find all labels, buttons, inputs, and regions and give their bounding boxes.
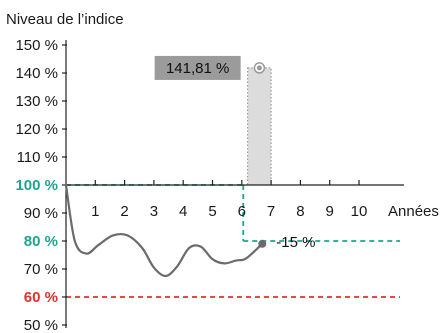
series-end-point-0 [258, 239, 267, 248]
y-tick-label-70: 70 % [24, 261, 58, 278]
y-tick-label-100: 100 % [15, 177, 58, 194]
peak-value-label: 141,81 % [166, 60, 229, 77]
series-line-0 [64, 183, 264, 278]
y-tick-label-90: 90 % [24, 205, 58, 222]
x-tick-label-2: 2 [120, 203, 128, 220]
x-tick-label-1: 1 [91, 203, 99, 220]
y-tick-label-80: 80 % [24, 233, 58, 250]
x-axis-title: Années [388, 203, 439, 220]
y-tick-label-110: 110 % [17, 149, 58, 166]
annotations: 141,81 % -15 % [154, 55, 315, 251]
x-tick-label-4: 4 [179, 203, 187, 220]
highlight-bar [247, 67, 272, 186]
x-ticks: 1 2 3 4 5 6 7 8 9 10 Années [91, 180, 439, 220]
axes [65, 40, 404, 328]
y-tick-label-50: 50 % [24, 317, 58, 333]
y-tick-label-140: 140 % [15, 65, 58, 82]
x-tick-label-3: 3 [150, 203, 158, 220]
drawdown-label: -15 % [276, 234, 315, 251]
x-tick-label-9: 9 [326, 203, 334, 220]
y-tick-label-60: 60 % [24, 289, 58, 306]
x-tick-label-8: 8 [296, 203, 304, 220]
y-tick-label-120: 120 % [15, 121, 58, 138]
y-axis-title: Niveau de l’indice [6, 11, 124, 28]
peak-marker-dot [256, 65, 262, 71]
highlight-layer [247, 67, 272, 186]
reference-lines [66, 184, 400, 298]
x-tick-label-6: 6 [238, 203, 246, 220]
x-tick-label-10: 10 [351, 203, 368, 220]
x-tick-label-5: 5 [208, 203, 216, 220]
series-layer [64, 183, 267, 278]
y-tick-label-150: 150 % [15, 37, 58, 54]
y-tick-label-130: 130 % [15, 93, 58, 110]
x-tick-label-7: 7 [267, 203, 275, 220]
y-ticks: 150 % 140 % 130 % 120 % 110 % 100 % 90 % 80 % 70… [15, 37, 67, 333]
peak-value-box [154, 55, 241, 80]
